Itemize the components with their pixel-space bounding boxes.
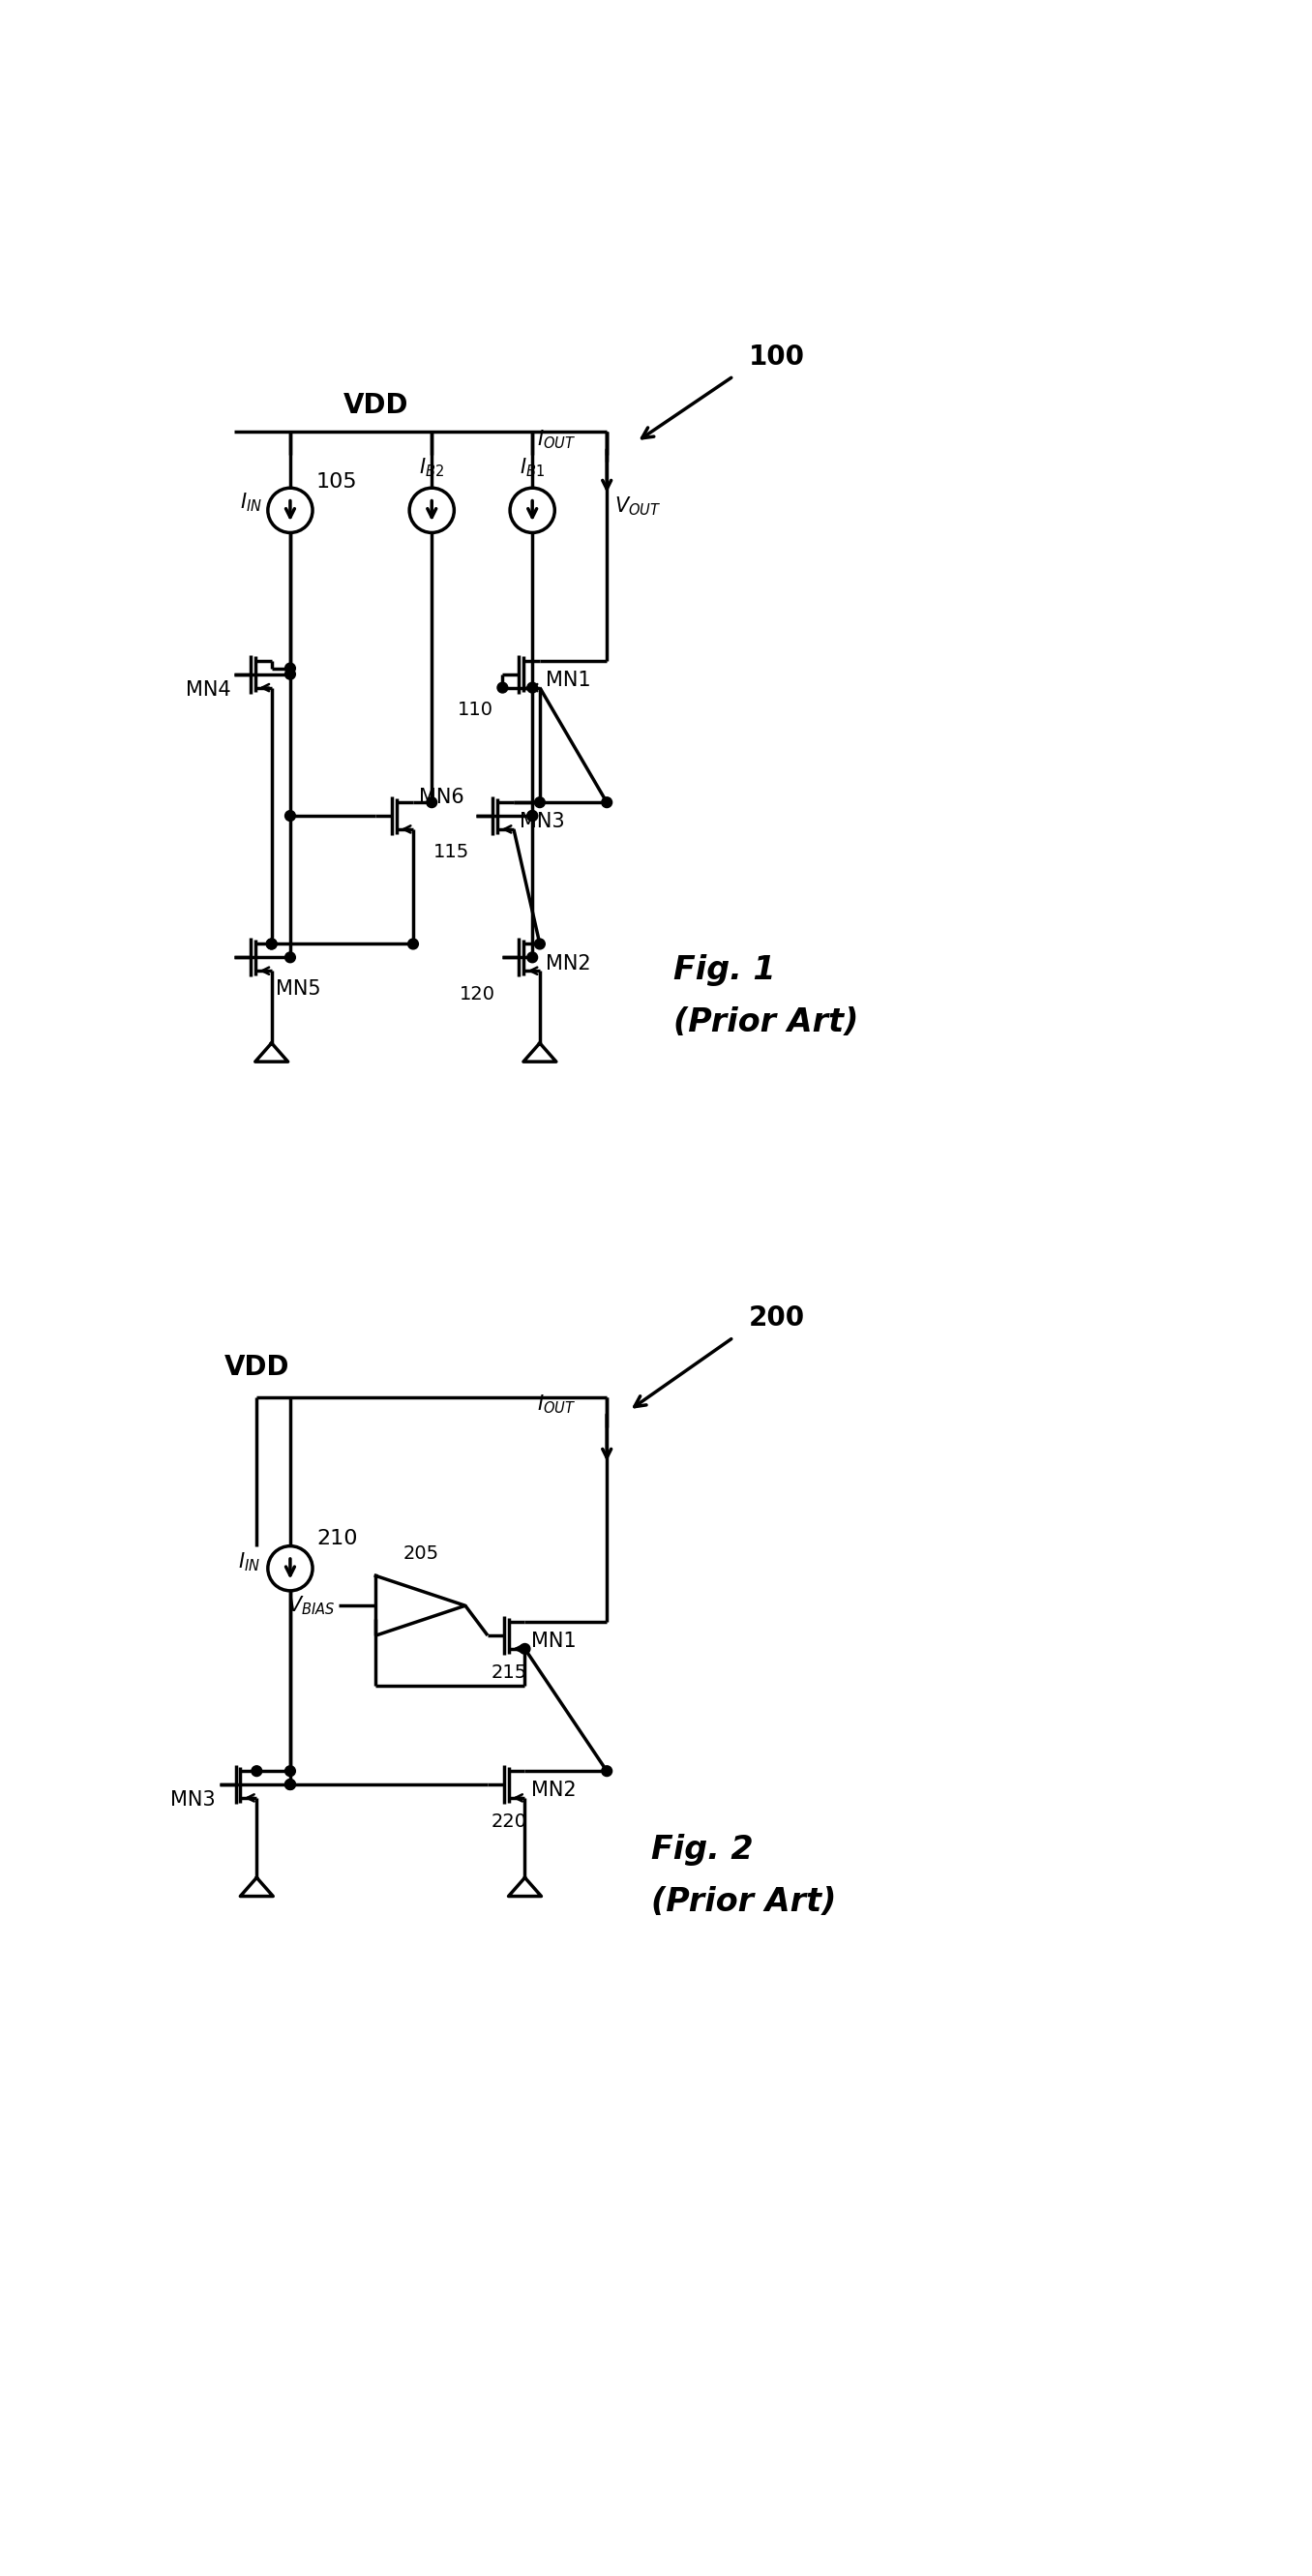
Text: (Prior Art): (Prior Art) <box>652 1886 837 1919</box>
Text: Fig. 2: Fig. 2 <box>652 1834 753 1865</box>
Circle shape <box>252 1765 262 1777</box>
Circle shape <box>285 670 295 680</box>
Text: MN4: MN4 <box>185 680 231 701</box>
Text: 200: 200 <box>748 1306 804 1332</box>
Text: 210: 210 <box>316 1530 357 1548</box>
Circle shape <box>266 938 277 948</box>
Circle shape <box>527 811 538 822</box>
Circle shape <box>408 938 419 948</box>
Circle shape <box>285 953 295 963</box>
Text: $I_{B1}$: $I_{B1}$ <box>520 456 544 479</box>
Circle shape <box>527 953 538 963</box>
Circle shape <box>426 796 437 809</box>
Circle shape <box>285 1780 295 1790</box>
Text: MN1: MN1 <box>531 1631 576 1651</box>
Text: MN3: MN3 <box>171 1790 215 1811</box>
Circle shape <box>285 1780 295 1790</box>
Text: MN6: MN6 <box>419 788 464 806</box>
Circle shape <box>285 662 295 672</box>
Text: 220: 220 <box>492 1814 527 1832</box>
Text: VDD: VDD <box>344 392 408 420</box>
Circle shape <box>527 811 538 822</box>
Circle shape <box>497 683 508 693</box>
Text: $I_{OUT}$: $I_{OUT}$ <box>537 428 576 451</box>
Text: MN3: MN3 <box>520 811 564 832</box>
Text: $V_{BIAS}$: $V_{BIAS}$ <box>287 1595 335 1618</box>
Text: MN2: MN2 <box>531 1780 576 1801</box>
Circle shape <box>534 796 544 809</box>
Circle shape <box>527 683 538 693</box>
Text: 110: 110 <box>458 701 493 719</box>
Text: 105: 105 <box>316 471 358 492</box>
Circle shape <box>534 938 544 948</box>
Text: (Prior Art): (Prior Art) <box>674 1007 859 1038</box>
Text: MN2: MN2 <box>546 953 590 974</box>
Text: MN5: MN5 <box>276 979 320 999</box>
Text: 205: 205 <box>403 1543 438 1564</box>
Text: 100: 100 <box>748 343 804 371</box>
Text: $I_{B2}$: $I_{B2}$ <box>419 456 445 479</box>
Circle shape <box>602 1765 613 1777</box>
Text: $V_{OUT}$: $V_{OUT}$ <box>614 495 661 518</box>
Circle shape <box>602 796 613 809</box>
Circle shape <box>285 811 295 822</box>
Text: $I_{OUT}$: $I_{OUT}$ <box>537 1394 576 1417</box>
Text: Fig. 1: Fig. 1 <box>674 956 777 987</box>
Circle shape <box>520 1643 530 1654</box>
Text: $I_{IN}$: $I_{IN}$ <box>240 492 262 515</box>
Text: $I_{IN}$: $I_{IN}$ <box>239 1551 260 1574</box>
Circle shape <box>266 938 277 948</box>
Text: VDD: VDD <box>224 1352 290 1381</box>
Circle shape <box>285 1765 295 1777</box>
Text: 115: 115 <box>433 842 468 860</box>
Text: 215: 215 <box>492 1664 527 1682</box>
Text: MN1: MN1 <box>546 670 590 690</box>
Text: 120: 120 <box>459 987 495 1005</box>
